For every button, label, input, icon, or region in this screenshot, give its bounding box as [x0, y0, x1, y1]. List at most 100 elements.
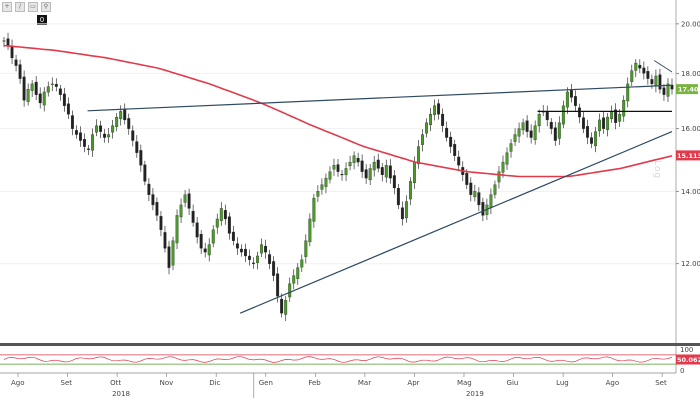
candle-body	[252, 262, 255, 264]
candle-body	[139, 150, 143, 166]
candle-body	[553, 127, 557, 141]
chart-toolbar: + / ▭ ⚲	[2, 2, 51, 12]
candle-body	[626, 83, 630, 102]
candle-body	[99, 125, 103, 132]
candle-body	[74, 130, 78, 135]
candle-body	[658, 74, 662, 90]
candle-body	[465, 172, 469, 185]
search-icon[interactable]: ⚲	[41, 2, 51, 12]
candle-body	[666, 83, 670, 97]
candle-body	[473, 191, 477, 198]
candle-body	[662, 87, 666, 95]
last-price-label: 17.405	[678, 86, 700, 94]
candle-body	[634, 62, 638, 71]
candle-body	[211, 229, 215, 244]
candle-body	[18, 64, 22, 79]
candle-body	[34, 81, 38, 95]
candle-body	[151, 194, 155, 206]
y-tick-label: 18.00	[681, 70, 700, 78]
pen-icon[interactable]: /	[15, 2, 25, 12]
candle-body	[545, 111, 549, 121]
candle-body	[316, 191, 320, 197]
candle-body	[87, 148, 90, 150]
candle-body	[215, 218, 219, 228]
candle-body	[642, 67, 646, 74]
candle-body	[50, 83, 54, 85]
toolbar-badge[interactable]: 0	[37, 15, 47, 25]
x-tick-label: Ott	[110, 379, 121, 387]
candle-body	[103, 133, 107, 138]
candle-body	[163, 232, 167, 249]
candle-body	[95, 125, 99, 133]
candle-body	[340, 174, 344, 176]
candle-body	[135, 141, 139, 153]
candle-body	[272, 261, 276, 276]
candle-body	[62, 93, 66, 106]
year-label: 2019	[466, 390, 484, 398]
candle-body	[529, 130, 533, 138]
ma-price-label: 15.1138	[677, 152, 700, 160]
candle-body	[356, 157, 360, 163]
trendline-upper-resistance	[87, 84, 673, 112]
eraser-icon[interactable]: ▭	[28, 2, 38, 12]
candle-body	[582, 117, 585, 129]
candle-body	[280, 298, 284, 314]
candle-body	[569, 90, 573, 98]
candle-body	[388, 165, 392, 179]
candle-body	[111, 125, 115, 133]
candle-body	[445, 127, 449, 138]
candle-body	[650, 79, 654, 85]
x-tick-label: Ago	[11, 379, 25, 387]
candle-body	[324, 177, 328, 187]
candle-body	[320, 184, 324, 190]
candle-body	[187, 193, 191, 209]
candle-body	[344, 168, 348, 176]
x-tick-label: Giu	[507, 379, 519, 387]
candle-body	[292, 275, 296, 284]
candle-body	[312, 197, 316, 222]
candle-body	[449, 136, 453, 147]
trendline-short-down	[653, 60, 673, 73]
candle-body	[231, 231, 235, 241]
candle-body	[457, 156, 461, 166]
candle-body	[481, 202, 485, 216]
candle-body	[380, 167, 384, 176]
candle-body	[6, 38, 10, 46]
candle-body	[167, 246, 171, 268]
candle-body	[131, 130, 135, 141]
candle-body	[191, 210, 195, 223]
candle-body	[127, 118, 131, 129]
candle-body	[304, 240, 308, 257]
zoom-in-icon[interactable]: +	[2, 2, 12, 12]
candle-body	[83, 139, 86, 147]
candle-body	[248, 255, 251, 260]
candle-body	[654, 75, 658, 86]
candle-body	[54, 83, 58, 87]
candle-body	[296, 267, 300, 279]
candle-body	[646, 71, 650, 79]
candle-body	[203, 248, 207, 253]
candle-body	[332, 165, 336, 170]
candle-body	[239, 248, 243, 253]
candle-body	[433, 105, 437, 116]
candle-body	[517, 128, 521, 137]
candle-body	[66, 103, 70, 115]
candle-body	[413, 161, 416, 184]
candle-body	[441, 113, 445, 126]
year-label: 2018	[112, 390, 130, 398]
candle-body	[256, 255, 259, 263]
candle-body	[26, 89, 30, 102]
candle-body	[525, 120, 529, 132]
x-tick-label: Apr	[407, 379, 419, 387]
x-tick-label: Gen	[259, 379, 273, 387]
candle-body	[376, 159, 380, 169]
x-tick-label: Dic	[209, 379, 220, 387]
candle-body	[46, 86, 50, 93]
candle-body	[537, 114, 541, 127]
candle-body	[179, 204, 183, 218]
candle-body	[308, 218, 312, 243]
candle-body	[14, 59, 18, 66]
candle-body	[10, 45, 14, 59]
candle-body	[70, 115, 74, 129]
candle-body	[417, 146, 420, 165]
